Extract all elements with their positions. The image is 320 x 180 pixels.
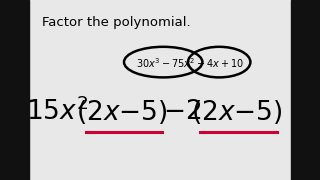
Text: $(2x{-}5)$: $(2x{-}5)$ <box>191 98 283 126</box>
Text: $15x^2$: $15x^2$ <box>27 97 89 126</box>
Text: Factor the polynomial.: Factor the polynomial. <box>42 16 190 29</box>
Bar <box>0 0 29 180</box>
Text: $-2$: $-2$ <box>163 99 202 125</box>
Bar <box>291 0 320 180</box>
Text: $30x^3 - 75x^2 - 4x + 10$: $30x^3 - 75x^2 - 4x + 10$ <box>136 56 244 70</box>
Text: $(2x{-}5)$: $(2x{-}5)$ <box>76 98 167 126</box>
